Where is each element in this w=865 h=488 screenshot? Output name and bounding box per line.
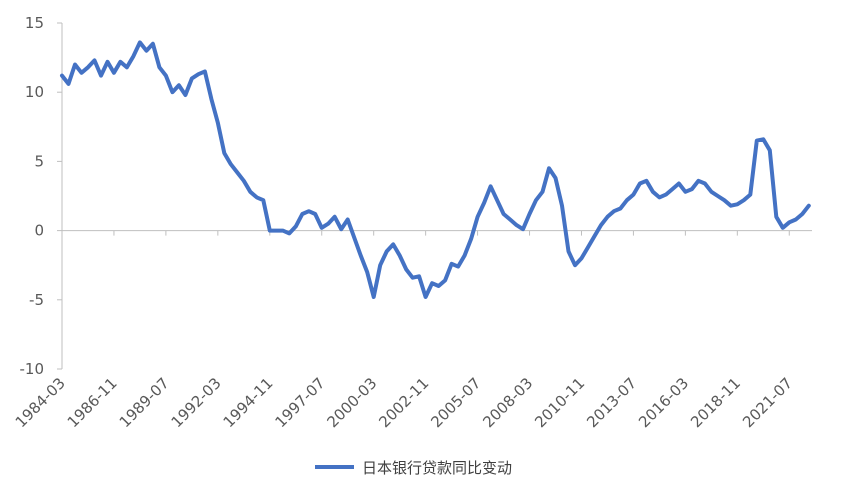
- y-tick-label: 5: [34, 152, 44, 170]
- x-tick-label: 2016-03: [635, 374, 692, 431]
- y-tick-label: -5: [29, 291, 44, 309]
- x-tick-label: 1997-07: [272, 374, 329, 431]
- x-tick-label: 2010-11: [531, 374, 588, 431]
- x-tick-label: 2000-03: [323, 374, 380, 431]
- x-tick-label: 1992-03: [168, 374, 225, 431]
- x-tick-label: 1986-11: [64, 374, 121, 431]
- legend-label: 日本银行贷款同比变动: [362, 459, 512, 477]
- x-tick-label: 1989-07: [116, 374, 173, 431]
- x-tick-label: 2008-03: [479, 374, 536, 431]
- x-tick-label: 1984-03: [12, 374, 69, 431]
- x-tick-label: 2021-07: [739, 374, 796, 431]
- legend: 日本银行贷款同比变动: [315, 459, 512, 477]
- x-tick-label: 2013-07: [583, 374, 640, 431]
- x-tick-label: 2002-11: [375, 374, 432, 431]
- y-tick-label: -10: [20, 360, 45, 378]
- x-tick-label: 2005-07: [427, 374, 484, 431]
- series-line-loan-yoy: [60, 40, 811, 299]
- x-tick-label: 1994-11: [220, 374, 277, 431]
- y-tick-label: 10: [25, 83, 44, 101]
- y-tick-label: 15: [25, 14, 44, 32]
- y-axis-ticks: 15 10 5 0 -5 -10: [20, 14, 62, 378]
- x-tick-label: 2018-11: [687, 374, 744, 431]
- y-tick-label: 0: [34, 222, 44, 240]
